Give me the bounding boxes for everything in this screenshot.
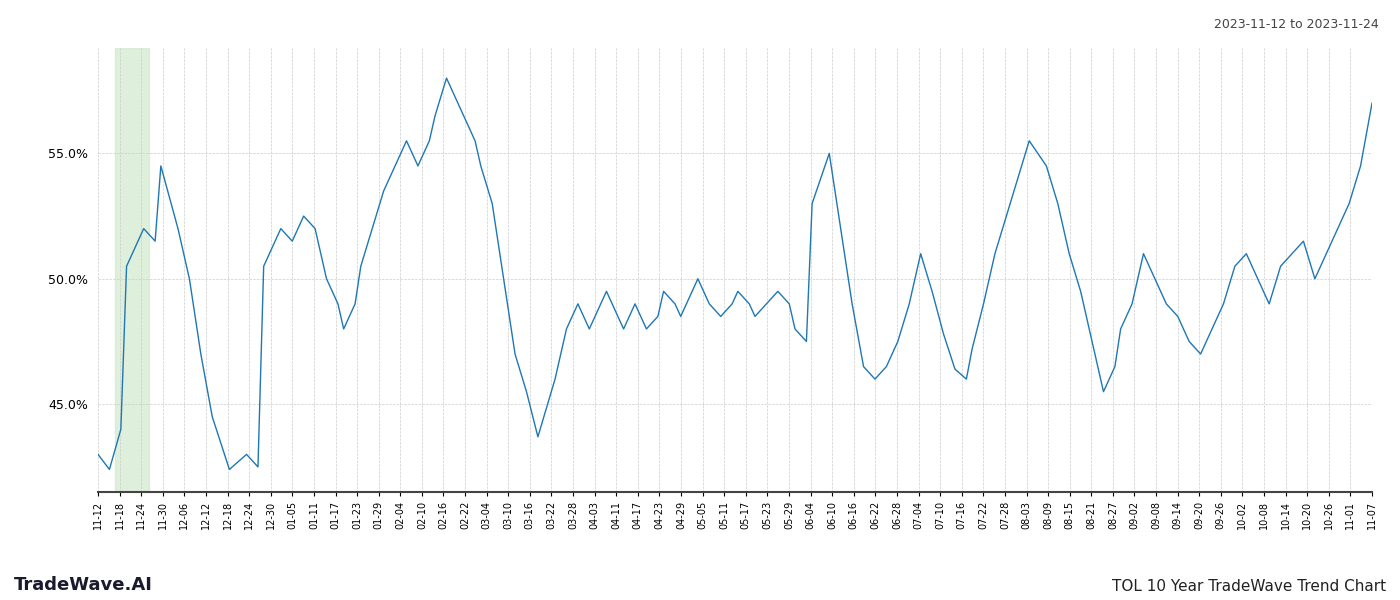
Text: TOL 10 Year TradeWave Trend Chart: TOL 10 Year TradeWave Trend Chart bbox=[1112, 579, 1386, 594]
Text: TradeWave.AI: TradeWave.AI bbox=[14, 576, 153, 594]
Bar bbox=[115, 48, 150, 492]
Text: 2023-11-12 to 2023-11-24: 2023-11-12 to 2023-11-24 bbox=[1214, 18, 1379, 31]
